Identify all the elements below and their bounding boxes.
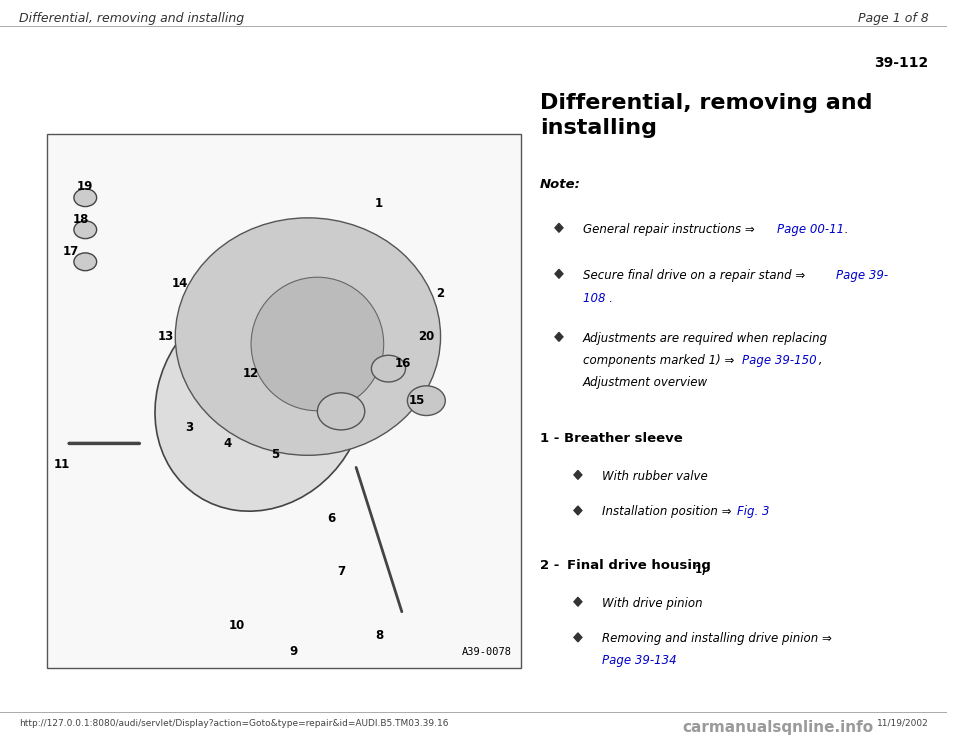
Text: Page 00-11: Page 00-11 [777,223,844,236]
Text: Page 39-: Page 39- [835,269,888,282]
Polygon shape [555,223,563,232]
Circle shape [74,188,97,206]
Text: With drive pinion: With drive pinion [602,597,702,610]
Circle shape [407,386,445,416]
Polygon shape [574,633,582,642]
Polygon shape [555,269,563,278]
Text: ,: , [815,354,823,367]
Text: components marked 1) ⇒: components marked 1) ⇒ [583,354,738,367]
Circle shape [318,393,365,430]
Text: 1): 1) [694,565,707,574]
Text: 14: 14 [172,277,188,289]
Text: Note:: Note: [540,178,581,191]
Text: 2: 2 [437,287,444,301]
Text: With rubber valve: With rubber valve [602,470,708,483]
Text: 5: 5 [271,447,278,461]
Ellipse shape [176,218,441,456]
Text: 4: 4 [224,437,231,450]
Text: A39-0078: A39-0078 [462,647,512,657]
Text: 15: 15 [409,394,425,407]
Text: 13: 13 [157,330,174,343]
Polygon shape [555,332,563,341]
Text: Secure final drive on a repair stand ⇒: Secure final drive on a repair stand ⇒ [583,269,808,282]
Text: 12: 12 [243,367,259,381]
Text: Final drive housing: Final drive housing [566,559,710,572]
Polygon shape [574,470,582,479]
Text: 2 -: 2 - [540,559,564,572]
Text: 8: 8 [374,629,383,643]
Text: http://127.0.0.1:8080/audi/servlet/Display?action=Goto&type=repair&id=AUDI.B5.TM: http://127.0.0.1:8080/audi/servlet/Displ… [19,719,448,728]
Text: 16: 16 [395,357,411,370]
Text: Adjustments are required when replacing: Adjustments are required when replacing [583,332,828,345]
Text: Adjustment overview: Adjustment overview [583,376,708,390]
Text: 11/19/2002: 11/19/2002 [876,719,928,728]
Text: 9: 9 [290,646,298,658]
Text: .: . [841,223,849,236]
Circle shape [74,221,97,239]
Ellipse shape [252,278,384,411]
Text: Page 39-134: Page 39-134 [602,654,676,668]
Text: Page 39-150: Page 39-150 [742,354,816,367]
Text: Removing and installing drive pinion ⇒: Removing and installing drive pinion ⇒ [602,632,831,646]
Text: 17: 17 [63,245,79,257]
Text: Installation position ⇒: Installation position ⇒ [602,505,734,519]
Text: carmanualsqnline.info: carmanualsqnline.info [683,720,874,735]
Text: 3: 3 [185,421,194,434]
Polygon shape [574,597,582,606]
Bar [47,134,521,668]
Text: 1 - Breather sleeve: 1 - Breather sleeve [540,432,683,445]
Text: 20: 20 [419,330,435,343]
Polygon shape [574,506,582,515]
Text: Differential, removing and
installing: Differential, removing and installing [540,93,873,137]
Text: General repair instructions ⇒: General repair instructions ⇒ [583,223,758,236]
Text: 1: 1 [375,197,383,209]
Ellipse shape [155,290,366,511]
Circle shape [74,253,97,271]
Text: 19: 19 [77,180,93,194]
Text: 11: 11 [54,459,70,471]
Text: 7: 7 [337,565,346,578]
Text: 6: 6 [327,512,336,525]
Text: Differential, removing and installing: Differential, removing and installing [19,12,244,25]
Circle shape [372,355,405,382]
Text: 39-112: 39-112 [875,56,928,70]
Text: 18: 18 [72,212,88,226]
Text: Fig. 3: Fig. 3 [737,505,770,519]
Text: 108 .: 108 . [583,292,612,306]
Text: 10: 10 [228,619,245,631]
Text: Page 1 of 8: Page 1 of 8 [857,12,928,25]
